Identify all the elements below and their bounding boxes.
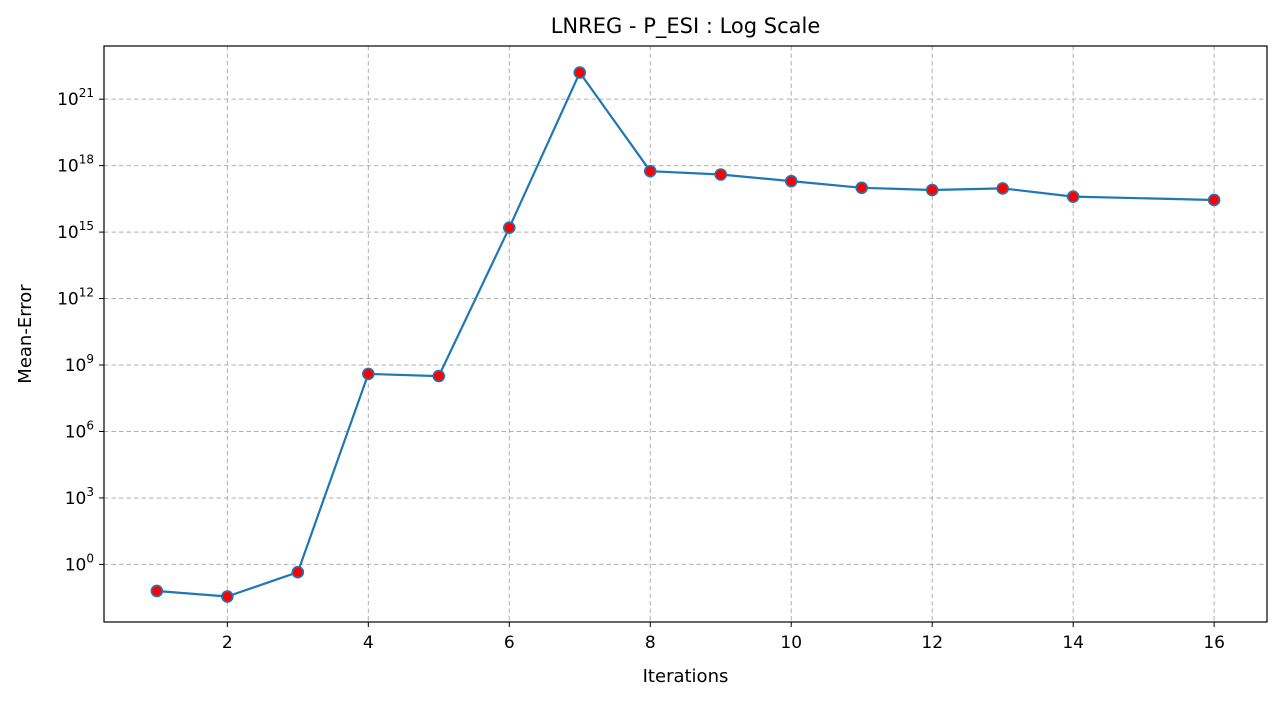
x-tick-label: 2 <box>222 633 233 653</box>
data-point <box>996 182 1009 195</box>
data-point <box>502 221 516 234</box>
data-point <box>1066 190 1080 203</box>
x-tick-label: 12 <box>921 633 943 653</box>
data-point <box>643 164 657 178</box>
y-tick-label: 103 <box>65 485 94 509</box>
chart-title: LNREG - P_ESI : Log Scale <box>551 14 821 39</box>
data-point <box>150 584 164 598</box>
y-tick-label: 1015 <box>57 219 94 243</box>
y-axis-ticks: 100 103 106 109 1012 1015 1018 1021 <box>57 86 104 575</box>
data-point <box>855 181 869 195</box>
y-tick-label: 109 <box>65 352 94 376</box>
data-point <box>362 367 375 381</box>
x-axis-label: Iterations <box>643 666 729 687</box>
x-axis-ticks: 2 4 6 8 10 12 14 16 <box>222 622 1225 653</box>
x-tick-label: 10 <box>780 633 802 653</box>
y-tick-label: 1021 <box>57 86 94 110</box>
data-point <box>291 565 305 579</box>
x-tick-label: 6 <box>504 633 515 653</box>
series-layer <box>150 66 1221 603</box>
data-point <box>432 369 446 383</box>
grid <box>104 46 1267 622</box>
data-point <box>573 66 587 79</box>
x-tick-label: 16 <box>1203 633 1225 653</box>
series-line <box>156 71 1215 598</box>
x-tick-label: 14 <box>1062 633 1084 653</box>
y-axis-label: Mean-Error <box>15 284 36 384</box>
x-tick-label: 4 <box>363 633 374 653</box>
y-tick-label: 1012 <box>57 286 94 310</box>
data-point <box>784 174 798 188</box>
data-point <box>714 168 728 181</box>
y-tick-label: 1018 <box>57 153 94 177</box>
x-tick-label: 8 <box>645 633 656 653</box>
plot-area-frame <box>103 45 1268 623</box>
y-tick-label: 100 <box>65 551 94 575</box>
data-point <box>1207 193 1221 207</box>
data-point <box>221 590 234 603</box>
y-tick-label: 106 <box>65 418 94 442</box>
data-point <box>925 183 939 197</box>
